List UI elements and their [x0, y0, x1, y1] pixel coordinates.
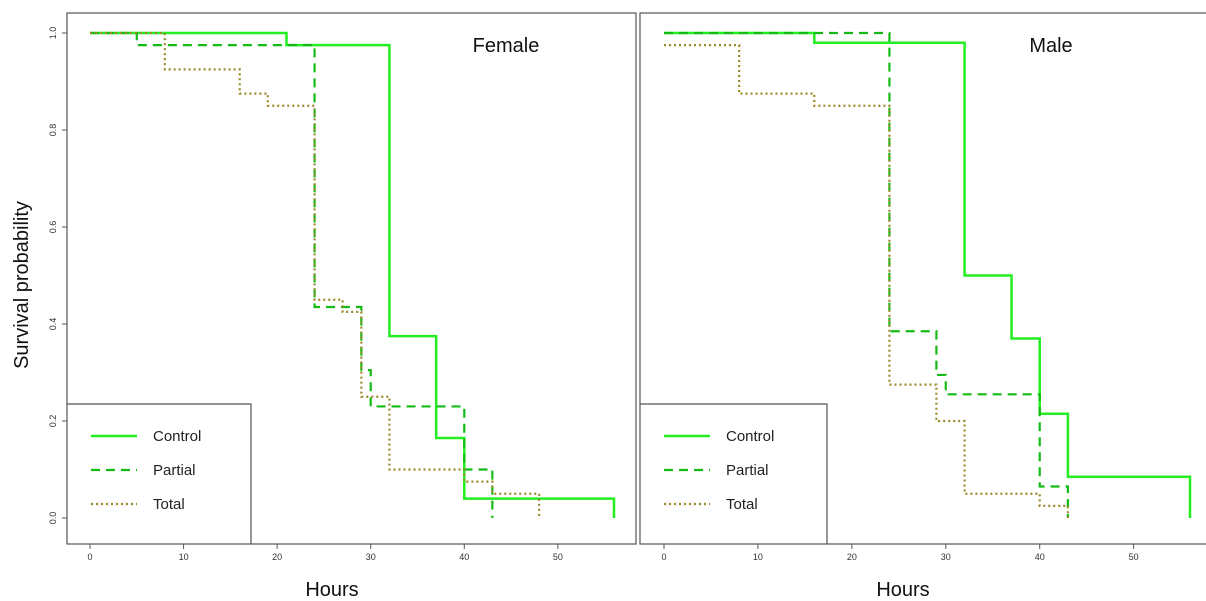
female-legend-label-partial: Partial	[153, 462, 196, 479]
female-legend-background	[68, 405, 250, 543]
male-x-tick-label: 0	[661, 552, 666, 562]
male-x-tick-label: 40	[1035, 552, 1045, 562]
male-legend-background	[641, 405, 826, 543]
female-y-tick-label: 0.4	[48, 318, 58, 331]
female-x-tick-label: 0	[87, 552, 92, 562]
y-axis-title: Survival probability	[11, 201, 33, 369]
female-y-tick-label: 1.0	[48, 27, 58, 40]
male-legend-label-partial: Partial	[726, 462, 769, 479]
male-x-tick-label: 10	[753, 552, 763, 562]
male-series-partial	[664, 31, 1069, 518]
female-y-tick-label: 0.2	[48, 415, 58, 428]
female-y-tick-label: 0.6	[48, 221, 58, 234]
female-series-control	[90, 31, 616, 518]
female-panel-title: Female	[473, 35, 540, 57]
male-legend-box	[640, 403, 828, 544]
female-y-tick-label: 0.8	[48, 124, 58, 137]
male-series-control	[664, 31, 1192, 518]
female-legend-label-total: Total	[153, 496, 185, 513]
female-legend-label-control: Control	[153, 428, 201, 445]
x-axis-title-right: Hours	[876, 579, 929, 601]
male-panel-frame	[639, 12, 1206, 545]
male-x-tick-label: 20	[847, 552, 857, 562]
female-x-tick-label: 20	[272, 552, 282, 562]
male-x-tick-label: 30	[941, 552, 951, 562]
male-legend-label-total: Total	[726, 496, 758, 513]
female-x-tick-label: 50	[553, 552, 563, 562]
male-legend-label-control: Control	[726, 428, 774, 445]
female-series-total	[90, 31, 541, 518]
male-series-total	[664, 44, 1069, 518]
female-legend-box	[67, 403, 252, 544]
female-x-tick-label: 10	[179, 552, 189, 562]
female-x-tick-label: 30	[366, 552, 376, 562]
male-x-tick-label: 50	[1129, 552, 1139, 562]
x-axis-title-left: Hours	[305, 579, 358, 601]
female-x-tick-label: 40	[459, 552, 469, 562]
male-panel-title: Male	[1029, 35, 1072, 57]
female-y-tick-label: 0.0	[48, 512, 58, 525]
female-panel-frame	[66, 12, 637, 545]
